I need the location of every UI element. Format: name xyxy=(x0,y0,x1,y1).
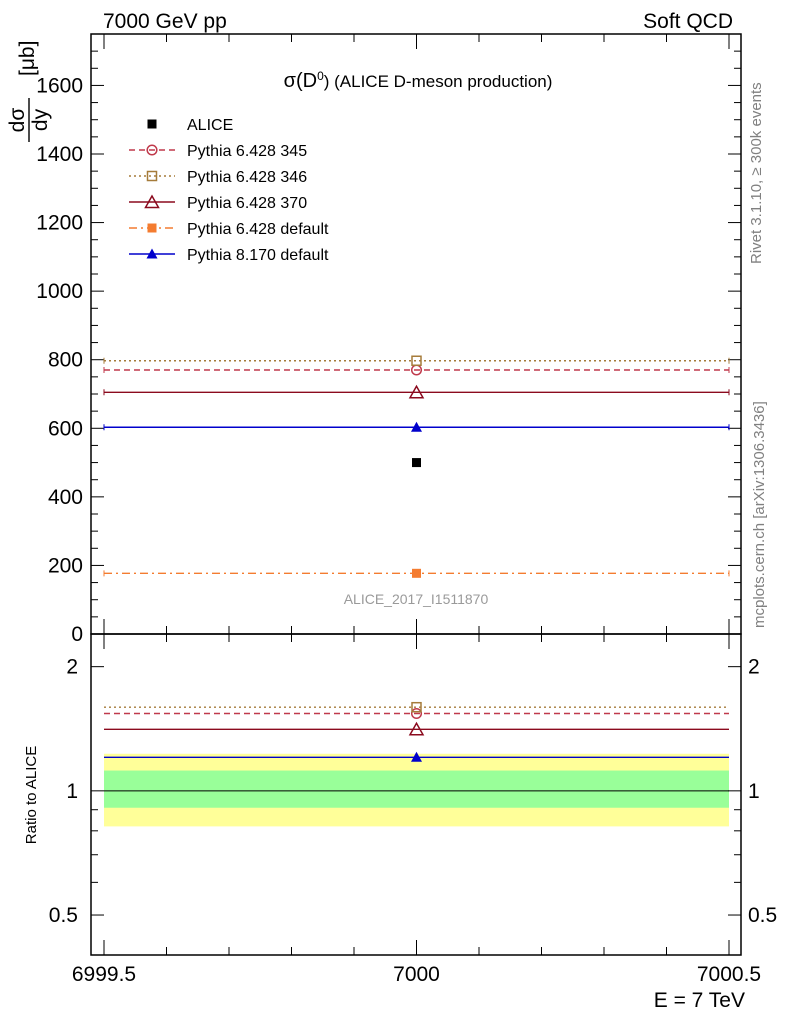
title-sigma: σ(D xyxy=(284,70,317,92)
main-series-marker xyxy=(411,355,422,366)
title-superscript: 0 xyxy=(317,69,324,83)
legend-label: Pythia 6.428 370 xyxy=(187,195,307,212)
header-left: 7000 GeV pp xyxy=(103,10,227,33)
main-y-tick-label: 1000 xyxy=(36,280,83,303)
legend-label: Pythia 8.170 default xyxy=(187,247,329,264)
main-series-marker xyxy=(412,458,421,468)
ratio-series-marker xyxy=(411,751,422,762)
ratio-series-marker xyxy=(410,707,423,720)
legend-marker xyxy=(147,119,157,129)
rivet-version-text: Rivet 3.1.10, ≥ 300k events xyxy=(748,82,765,264)
ratio-y-tick-label-left: 2 xyxy=(66,656,78,679)
main-y-tick-label: 0 xyxy=(71,623,83,646)
ratio-series-marker xyxy=(411,701,422,713)
legend-label: Pythia 6.428 default xyxy=(187,221,329,238)
legend-label: Pythia 6.428 345 xyxy=(187,143,307,160)
main-y-tick-label: 600 xyxy=(48,417,83,440)
ylabel-unit: [μb] xyxy=(16,41,39,76)
x-axis-label: E = 7 TeV xyxy=(654,989,745,1012)
legend: ALICE Pythia 6.428 345 Pythia 6.428 346 Pyt… xyxy=(129,117,329,264)
axes: 0 200 400 600 800 1000 1200 1400 1600 0.5 0.5 1 1 2 2 6… xyxy=(36,33,777,986)
legend-label: ALICE xyxy=(187,117,233,134)
x-tick-label: 7000.5 xyxy=(697,963,761,986)
ratio-y-tick-label-left: 0.5 xyxy=(49,904,78,927)
ylabel-numerator: dσ xyxy=(6,108,29,133)
legend-marker xyxy=(146,144,158,156)
main-y-tick-label: 1600 xyxy=(36,74,83,97)
legend-marker xyxy=(146,170,158,182)
main-series-marker xyxy=(408,384,425,399)
ratio-y-tick-label-left: 1 xyxy=(66,780,78,803)
main-y-tick-label: 400 xyxy=(48,486,83,509)
ratio-y-tick-label-right: 0.5 xyxy=(748,904,777,927)
legend-marker xyxy=(144,194,160,209)
ratio-y-tick-label-right: 2 xyxy=(748,656,760,679)
chart-title: σ(D0) (ALICE D-meson production) xyxy=(284,69,553,92)
ratio-uncertainty-bands xyxy=(104,753,729,827)
legend-marker xyxy=(146,248,158,259)
ratio-y-tick-label-right: 1 xyxy=(748,780,760,803)
x-tick-label: 6999.5 xyxy=(72,963,136,986)
y-axis-label-main: dσ dy [μb] xyxy=(6,41,52,142)
legend-label: Pythia 6.428 346 xyxy=(187,169,307,186)
title-rest: ) (ALICE D-meson production) xyxy=(324,72,553,91)
ratio-series-marker xyxy=(408,721,425,736)
analysis-watermark: ALICE_2017_I1511870 xyxy=(344,591,489,607)
series-markers xyxy=(408,355,425,762)
main-y-tick-label: 800 xyxy=(48,349,83,372)
x-tick-label: 7000 xyxy=(393,963,440,986)
main-series-marker xyxy=(411,421,422,432)
main-y-tick-label: 200 xyxy=(48,554,83,577)
header-right: Soft QCD xyxy=(643,10,733,33)
y-axis-label-ratio: Ratio to ALICE xyxy=(23,746,40,844)
series-lines xyxy=(103,357,730,758)
main-y-tick-label: 1200 xyxy=(36,212,83,235)
ratio-inner-band xyxy=(104,770,729,808)
main-series-marker xyxy=(412,568,421,578)
ylabel-denominator: dy xyxy=(29,108,52,131)
mcplots-reference-text: mcplots.cern.ch [arXiv:1306.3436] xyxy=(751,401,768,628)
main-y-tick-label: 1400 xyxy=(36,143,83,166)
legend-marker xyxy=(147,223,157,233)
